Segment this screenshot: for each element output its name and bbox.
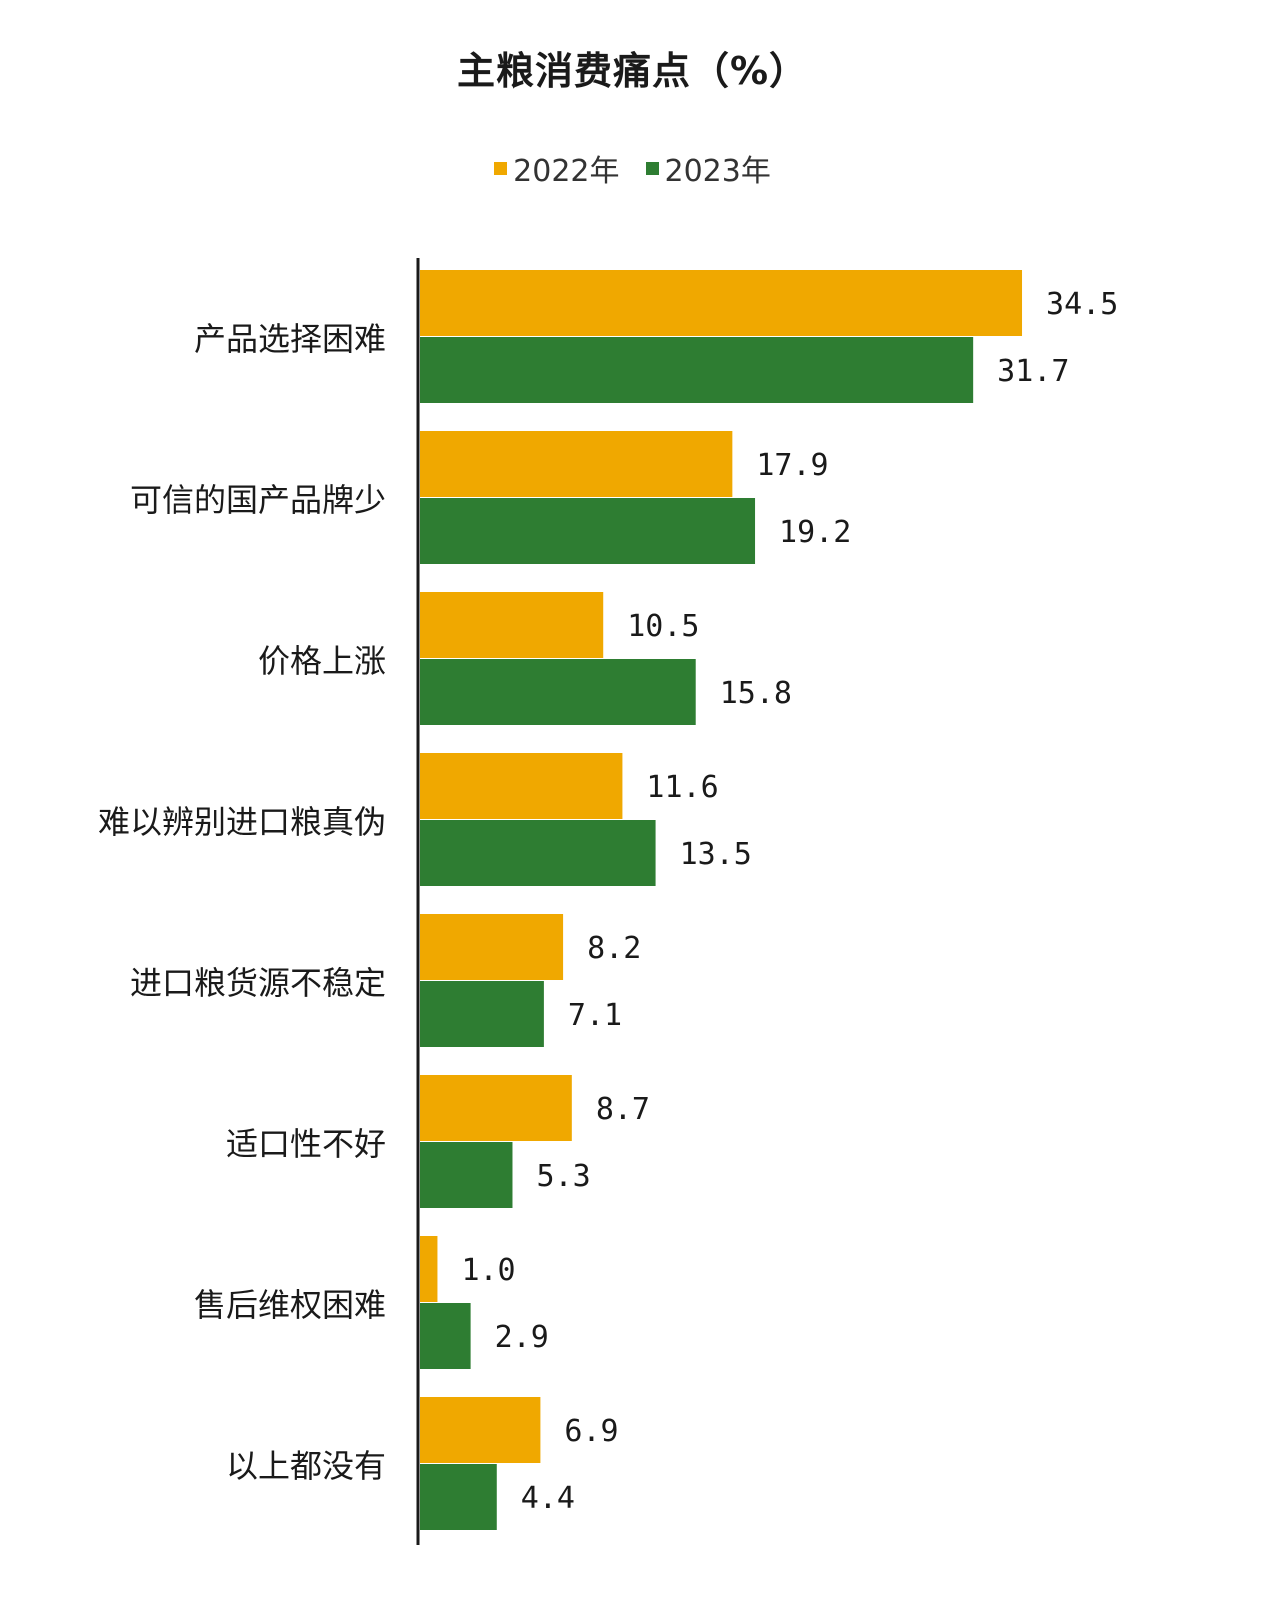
bar-2022-5 xyxy=(420,914,564,980)
data-label-2023-6: 5.3 xyxy=(536,1159,590,1194)
bar-2022-1 xyxy=(420,270,1023,336)
category-label-5: 进口粮货源不稳定 xyxy=(130,964,386,1002)
data-label-2022-4: 11.6 xyxy=(646,770,718,805)
data-label-2022-5: 8.2 xyxy=(587,931,641,966)
bar-2023-3 xyxy=(420,659,696,725)
bar-2023-8 xyxy=(420,1464,497,1530)
data-label-2023-7: 2.9 xyxy=(495,1320,549,1355)
bar-2023-7 xyxy=(420,1303,471,1369)
data-label-2022-1: 34.5 xyxy=(1046,287,1118,322)
legend-item-2023: 2023年 xyxy=(645,146,771,190)
category-label-2: 可信的国产品牌少 xyxy=(130,481,386,519)
legend-label-2023: 2023年 xyxy=(664,154,771,189)
bar-2022-6 xyxy=(420,1075,572,1141)
category-label-6: 适口性不好 xyxy=(226,1125,386,1163)
data-label-2023-3: 15.8 xyxy=(720,676,792,711)
data-label-2023-1: 31.7 xyxy=(997,354,1069,389)
legend-item-2022: 2022年 xyxy=(494,146,620,190)
bar-2023-5 xyxy=(420,981,544,1047)
bar-2023-4 xyxy=(420,820,656,886)
bar-2022-3 xyxy=(420,592,604,658)
data-label-2022-3: 10.5 xyxy=(627,609,699,644)
legend-label-2022: 2022年 xyxy=(513,154,620,189)
category-label-7: 售后维权困难 xyxy=(194,1286,386,1324)
bar-2023-2 xyxy=(420,498,756,564)
legend-swatch-2023 xyxy=(645,161,659,175)
bar-2022-2 xyxy=(420,431,733,497)
data-label-2023-8: 4.4 xyxy=(521,1481,575,1516)
legend-swatch-2022 xyxy=(494,161,508,175)
bar-2022-7 xyxy=(420,1236,438,1302)
bar-2023-6 xyxy=(420,1142,513,1208)
data-label-2022-8: 6.9 xyxy=(564,1414,618,1449)
category-label-8: 以上都没有 xyxy=(226,1447,386,1485)
data-label-2022-6: 8.7 xyxy=(596,1092,650,1127)
data-label-2023-5: 7.1 xyxy=(568,998,622,1033)
legend: 2022年 2023年 xyxy=(0,146,1265,190)
bar-2023-1 xyxy=(420,337,974,403)
data-label-2022-2: 17.9 xyxy=(756,448,828,483)
bar-2022-4 xyxy=(420,753,623,819)
data-label-2022-7: 1.0 xyxy=(461,1253,515,1288)
bar-2022-8 xyxy=(420,1397,541,1463)
data-label-2023-4: 13.5 xyxy=(680,837,752,872)
category-label-1: 产品选择困难 xyxy=(194,320,386,358)
chart-title: 主粮消费痛点（%） xyxy=(456,49,809,93)
category-label-3: 价格上涨 xyxy=(258,642,386,680)
data-label-2023-2: 19.2 xyxy=(779,515,851,550)
category-label-4: 难以辨别进口粮真伪 xyxy=(98,803,386,841)
